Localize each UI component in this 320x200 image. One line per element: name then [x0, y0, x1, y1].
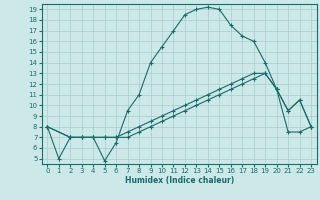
X-axis label: Humidex (Indice chaleur): Humidex (Indice chaleur) — [124, 176, 234, 185]
